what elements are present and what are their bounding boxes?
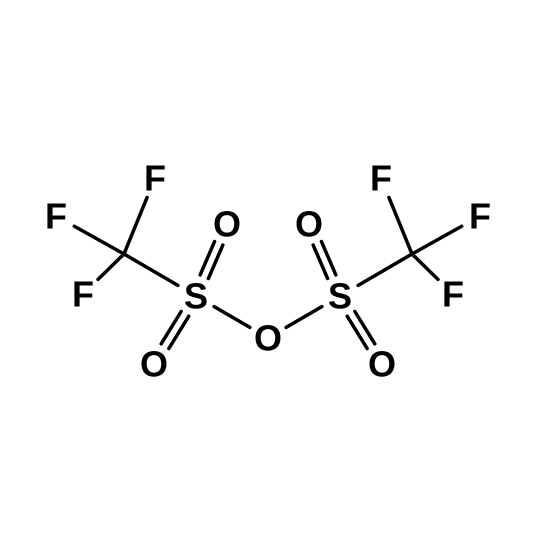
atom-O: O: [368, 344, 396, 385]
bond-single: [412, 254, 438, 279]
atom-F: F: [370, 158, 392, 199]
bond-single: [74, 226, 124, 254]
bond-single: [412, 226, 462, 254]
bond-double: [355, 312, 375, 344]
atom-F: F: [469, 196, 491, 237]
bond-single: [124, 254, 178, 285]
bond-double: [347, 316, 367, 348]
atom-S: S: [184, 276, 208, 317]
atom-O: O: [254, 318, 282, 359]
bond-single: [358, 254, 412, 285]
bond-single: [389, 197, 412, 254]
atom-O: O: [213, 204, 241, 245]
bond-double: [161, 312, 181, 344]
atom-labels: OSSOOOOFFFFFF: [45, 158, 491, 385]
bond-single: [124, 197, 147, 254]
atom-O: O: [140, 344, 168, 385]
atom-S: S: [328, 276, 352, 317]
atom-F: F: [72, 274, 94, 315]
bond-double: [169, 316, 189, 348]
molecule-diagram: OSSOOOOFFFFFF: [0, 0, 536, 536]
atom-O: O: [295, 204, 323, 245]
bond-single: [286, 307, 322, 328]
atom-F: F: [442, 274, 464, 315]
bond-single: [214, 307, 250, 328]
atom-F: F: [45, 196, 67, 237]
atom-F: F: [144, 158, 166, 199]
bond-single: [98, 254, 124, 279]
